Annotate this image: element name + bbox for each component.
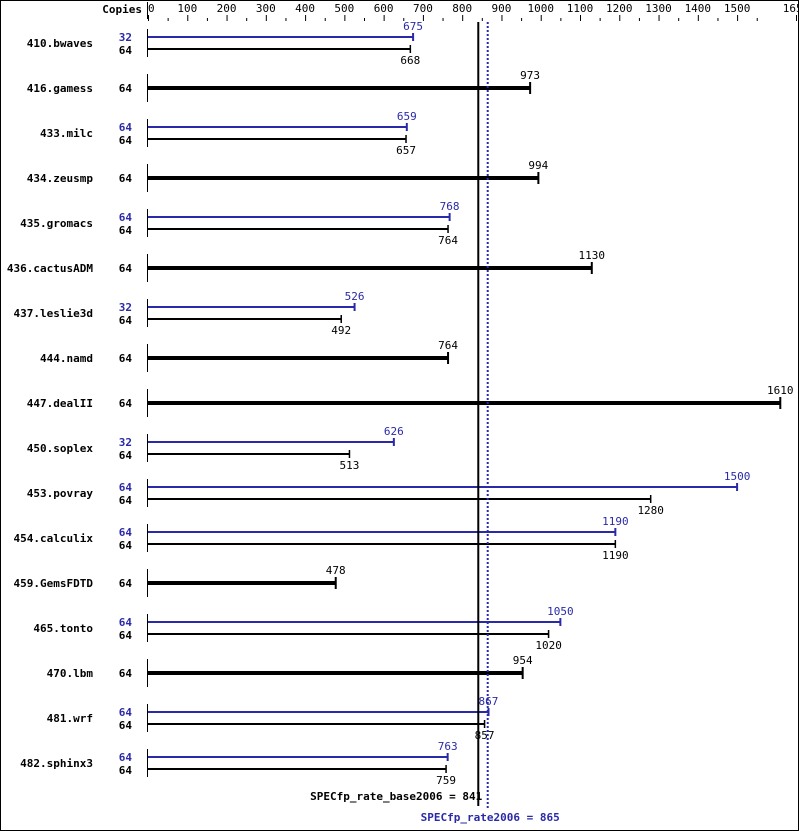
peak-copies: 64 <box>119 526 133 539</box>
tick-label: 1400 <box>685 2 712 15</box>
base-value-label: 492 <box>331 324 351 337</box>
benchmark-label: 436.cactusADM <box>7 262 93 275</box>
benchmark-label: 453.povray <box>27 487 94 500</box>
base-value-label: 1130 <box>579 249 606 262</box>
base-value-label: 857 <box>475 729 495 742</box>
tick-label: 600 <box>374 2 394 15</box>
benchmark-label: 465.tonto <box>33 622 93 635</box>
base-copies: 64 <box>119 719 133 732</box>
peak-copies: 32 <box>119 31 132 44</box>
tick-label: 1100 <box>567 2 594 15</box>
benchmark-label: 416.gamess <box>27 82 93 95</box>
base-value-label: 994 <box>528 159 548 172</box>
benchmark-label: 410.bwaves <box>27 37 93 50</box>
tick-label: 800 <box>452 2 472 15</box>
base-value-label: 657 <box>396 144 416 157</box>
tick-label: 1200 <box>606 2 633 15</box>
base-copies: 64 <box>119 397 133 410</box>
benchmark-label: 454.calculix <box>14 532 94 545</box>
tick-label: 1500 <box>724 2 751 15</box>
base-value-label: 973 <box>520 69 540 82</box>
tick-label: 100 <box>177 2 197 15</box>
base-copies: 64 <box>119 314 133 327</box>
base-value-label: 954 <box>513 654 533 667</box>
base-copies: 64 <box>119 449 133 462</box>
peak-value-label: 763 <box>438 740 458 753</box>
base-copies: 64 <box>119 134 133 147</box>
benchmark-label: 481.wrf <box>47 712 93 725</box>
base-value-label: 478 <box>326 564 346 577</box>
peak-value-label: 526 <box>345 290 365 303</box>
benchmark-label: 437.leslie3d <box>14 307 93 320</box>
base-value-label: 1610 <box>767 384 794 397</box>
peak-metric-label: SPECfp_rate2006 = 865 <box>421 811 560 824</box>
peak-value-label: 768 <box>440 200 460 213</box>
benchmark-label: 444.namd <box>40 352 93 365</box>
benchmark-label: 435.gromacs <box>20 217 93 230</box>
base-copies: 64 <box>119 577 133 590</box>
tick-label: 500 <box>334 2 354 15</box>
tick-label: 1650 <box>783 2 799 15</box>
benchmark-label: 450.soplex <box>27 442 94 455</box>
benchmark-label: 482.sphinx3 <box>20 757 93 770</box>
peak-value-label: 626 <box>384 425 404 438</box>
base-value-label: 764 <box>438 339 458 352</box>
tick-label: 400 <box>295 2 315 15</box>
peak-value-label: 659 <box>397 110 417 123</box>
tick-label: 1300 <box>645 2 672 15</box>
base-copies: 64 <box>119 224 133 237</box>
peak-copies: 64 <box>119 121 133 134</box>
peak-copies: 32 <box>119 301 132 314</box>
peak-copies: 32 <box>119 436 132 449</box>
peak-value-label: 1190 <box>602 515 629 528</box>
tick-label: 0 <box>148 2 155 15</box>
benchmark-label: 470.lbm <box>47 667 94 680</box>
base-value-label: 668 <box>400 54 420 67</box>
base-value-label: 764 <box>438 234 458 247</box>
peak-value-label: 867 <box>479 695 499 708</box>
base-copies: 64 <box>119 172 133 185</box>
peak-copies: 64 <box>119 706 133 719</box>
base-copies: 64 <box>119 82 133 95</box>
benchmark-label: 433.milc <box>40 127 93 140</box>
base-copies: 64 <box>119 667 133 680</box>
base-value-label: 1280 <box>637 504 664 517</box>
tick-label: 900 <box>492 2 512 15</box>
base-copies: 64 <box>119 539 133 552</box>
base-value-label: 1190 <box>602 549 629 562</box>
peak-value-label: 675 <box>403 20 423 33</box>
copies-header: Copies <box>102 3 142 16</box>
peak-copies: 64 <box>119 211 133 224</box>
base-value-label: 759 <box>436 774 456 787</box>
tick-label: 1000 <box>527 2 554 15</box>
base-copies: 64 <box>119 44 133 57</box>
base-copies: 64 <box>119 494 133 507</box>
tick-label: 200 <box>217 2 237 15</box>
peak-value-label: 1500 <box>724 470 751 483</box>
peak-value-label: 1050 <box>547 605 574 618</box>
benchmark-label: 447.dealII <box>27 397 93 410</box>
base-copies: 64 <box>119 262 133 275</box>
benchmark-label: 434.zeusmp <box>27 172 94 185</box>
base-copies: 64 <box>119 629 133 642</box>
base-metric-label: SPECfp_rate_base2006 = 841 <box>310 790 483 803</box>
peak-copies: 64 <box>119 616 133 629</box>
base-copies: 64 <box>119 352 133 365</box>
base-copies: 64 <box>119 764 133 777</box>
tick-label: 300 <box>256 2 276 15</box>
tick-label: 700 <box>413 2 433 15</box>
base-value-label: 1020 <box>535 639 562 652</box>
benchmark-label: 459.GemsFDTD <box>14 577 94 590</box>
peak-copies: 64 <box>119 481 133 494</box>
peak-copies: 64 <box>119 751 133 764</box>
base-value-label: 513 <box>340 459 360 472</box>
